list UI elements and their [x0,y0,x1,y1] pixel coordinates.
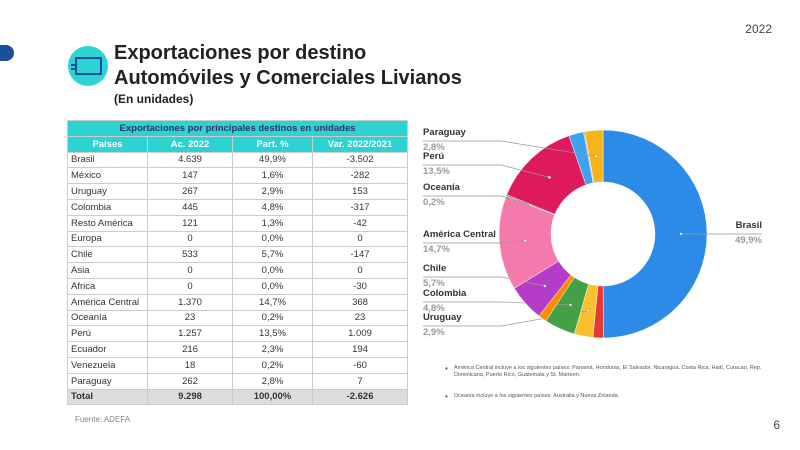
source: Fuente: ADEFA [75,415,131,424]
note-text: América Central incluye a los siguientes… [453,365,762,378]
bullet: • [445,364,448,373]
leader-line [423,164,550,178]
cell: -2.626 [311,388,409,406]
slice-value-label: 5,7% [423,278,445,289]
slice-label: Uruguay [423,312,462,323]
slice-label: Paraguay [423,127,466,138]
column-header: Var. 2022/2021 [311,135,409,153]
slice-label: Chile [423,263,446,274]
title: Exportaciones por destino Automóviles y … [114,41,462,107]
column-header: Part. % [232,135,313,153]
caption: Exportaciones por principales destinos e… [66,120,409,137]
leader-dot [523,239,527,243]
total-row: Total 9.298 100,00% -2.626 [67,388,409,406]
cell: 7 [311,372,409,390]
title-line: Exportaciones por destino [114,42,367,64]
leader-line [423,240,526,244]
table-row: Paraguay 262 2,8% 7 [67,372,409,390]
slice-label: Colombia [423,288,467,299]
donut-chart: Brasil 49,9% Uruguay 2,9% Colombia 4,8% Chile 5… [423,127,763,339]
leader-line [423,140,597,157]
slice-label: Brasil [736,220,762,231]
side-tab [0,45,14,61]
slice-value-label: 2,8% [423,142,445,153]
cell: 2,8% [232,372,313,390]
header-row: Países Ac. 2022 Part. % Var. 2022/2021 [67,135,409,153]
leader-dot [543,284,547,288]
subtitle: (En unidades) [114,92,194,106]
slice-value-label: 49,9% [735,235,762,246]
year: 2022 [745,22,772,36]
leader-line [423,195,531,206]
table-row: México 147 1,6% -282 [67,167,409,185]
cell: 9.298 [147,388,233,406]
slice-value-label: 2,9% [423,327,445,338]
table-row: Venezuela 18 0,2% -60 [67,356,409,374]
table-row: Europa 0 0,0% 0 [67,230,409,248]
slice-value-label: 13,5% [423,166,450,177]
slice-label: América Central [423,229,496,240]
slice-value-label: 0,2% [423,197,445,208]
note: • Oceanía incluye a los siguientes países… [445,392,765,401]
leader-dot [586,309,590,313]
table-row: Oceanía 23 0,2% 23 [67,309,409,327]
leader-dot [547,175,551,179]
leader-dot [594,154,598,158]
table-row: Ecuador 216 2,3% 194 [67,341,409,358]
notes: • América Central incluye a los siguiente… [445,365,765,414]
icon [68,46,108,86]
caption-row: Exportaciones por principales destinos e… [66,120,409,137]
cell: Paraguay [67,372,148,390]
table-row: Colombia 445 4,8% -317 [67,198,409,216]
title-line: Automóviles y Comerciales Livianos [114,67,462,89]
note: • América Central incluye a los siguiente… [445,365,765,379]
slice-value-label: 14,7% [423,244,450,255]
column-header: Ac. 2022 [147,135,233,153]
table-row: Resto América 121 1,3% -42 [67,214,409,232]
leader-line [423,276,545,287]
table: Exportaciones por principales destinos e… [66,120,409,406]
bullet: • [445,392,448,401]
leader-dot [568,303,572,307]
note-text: Oceanía incluye a los siguientes países:… [453,393,620,399]
slice-label: Oceanía [423,182,461,193]
cell: 100,00% [232,388,313,406]
cell: 262 [147,372,233,390]
slice-value-label: 4,8% [423,303,445,314]
slice-label: Perú [423,151,444,162]
page-number: 6 [773,418,780,432]
slice [584,129,604,184]
column-header: Países [67,135,148,153]
cell: Total [67,388,148,406]
table-row: Brasil 4.639 49,9% -3.502 [67,151,409,169]
leader-dot [679,232,683,236]
slice [602,129,708,339]
